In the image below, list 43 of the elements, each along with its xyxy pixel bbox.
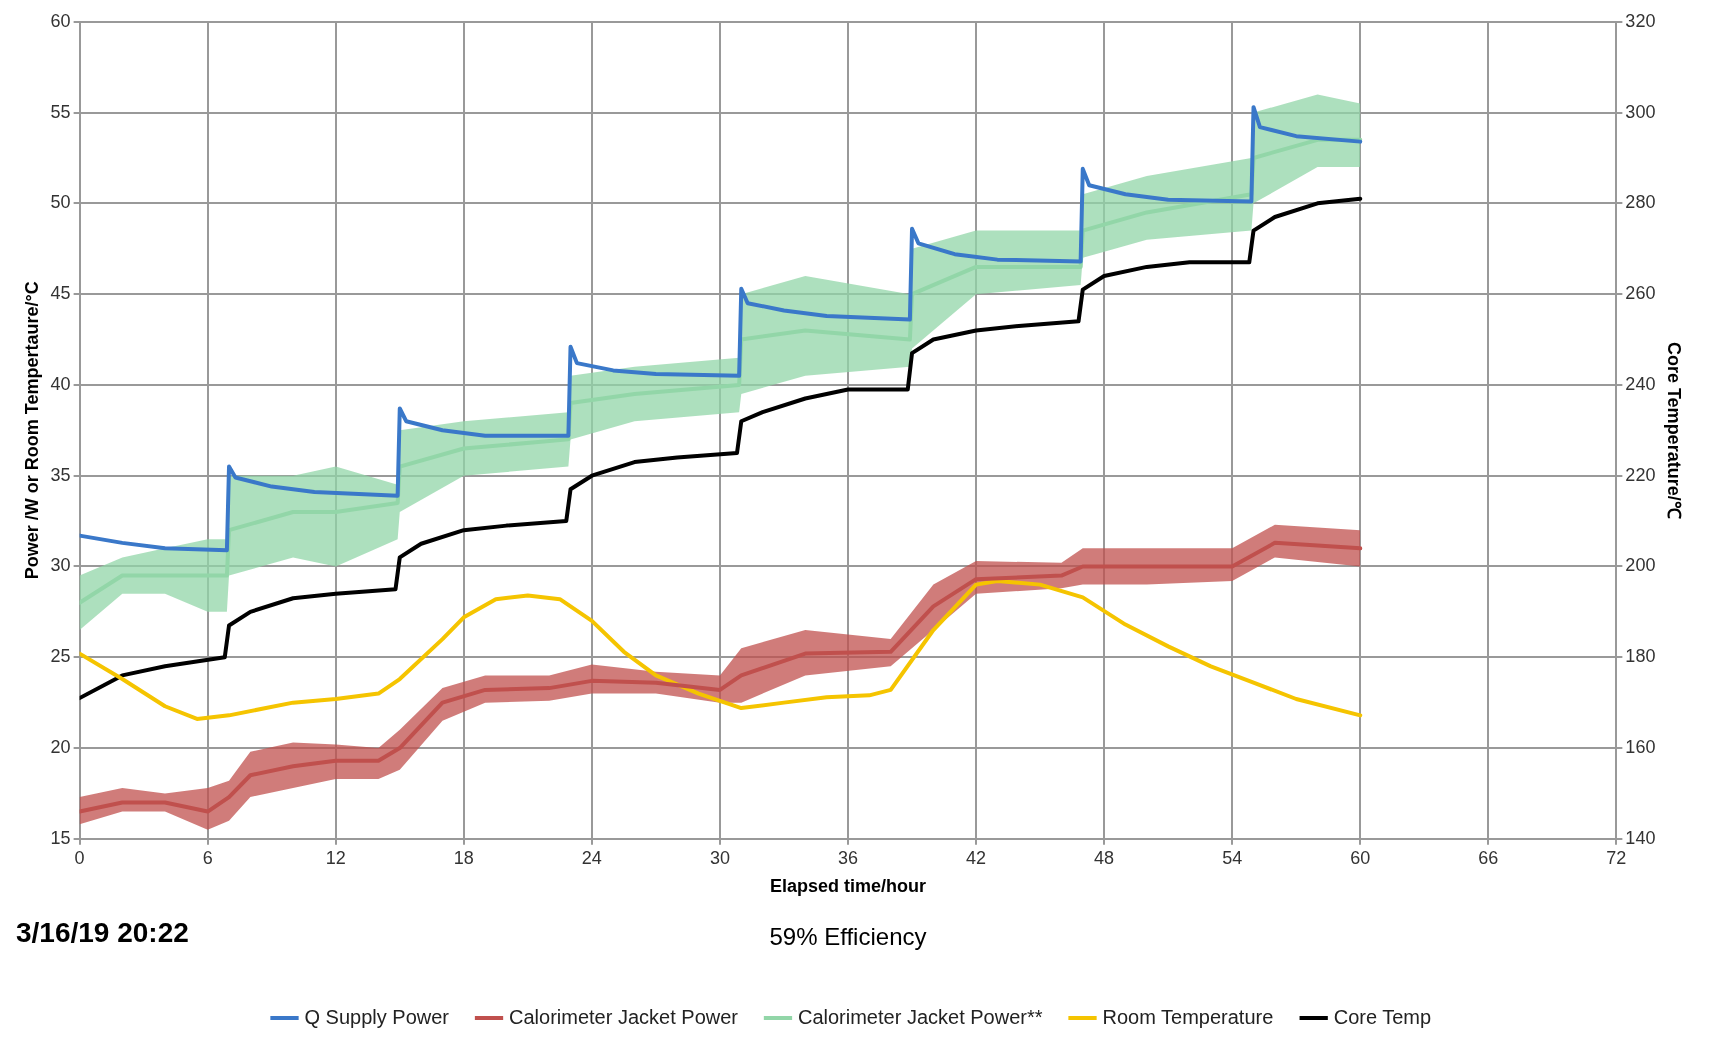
text: 3/16/19 20:22 [16, 916, 189, 948]
legend-label: Calorimeter Jacket Power** [797, 1005, 1043, 1028]
y2-tick-label: 300 [1625, 101, 1656, 122]
y-tick-label: 15 [50, 827, 71, 848]
y-tick-label: 40 [50, 373, 71, 394]
y-axis-title: Power /W or Room Tempertaure/°C [21, 281, 42, 580]
x-axis-title: Elapsed time/hour [769, 876, 927, 897]
legend-label: Q Supply Power [304, 1005, 450, 1028]
x-tick-label: 24 [581, 847, 602, 868]
y2-tick-label: 180 [1625, 646, 1656, 667]
x-tick-label: 54 [1222, 847, 1243, 868]
y2-tick-label: 200 [1625, 555, 1656, 576]
y2-axis-title: Core Temperature/℃ [1664, 341, 1685, 519]
y-tick-label: 55 [50, 101, 71, 122]
y2-tick-label: 140 [1625, 827, 1656, 848]
x-tick-label: 60 [1350, 847, 1371, 868]
x-tick-label: 30 [709, 847, 730, 868]
y2-tick-label: 240 [1625, 373, 1656, 394]
y2-tick-label: 320 [1625, 10, 1656, 31]
x-tick-label: 66 [1478, 847, 1499, 868]
x-tick-label: 0 [74, 847, 85, 868]
x-tick-label: 18 [453, 847, 474, 868]
text: 59% Efficiency [769, 922, 927, 950]
y-tick-label: 20 [50, 736, 71, 757]
x-tick-label: 72 [1606, 847, 1627, 868]
x-tick-label: 6 [202, 847, 213, 868]
legend-label: Calorimeter Jacket Power [509, 1005, 739, 1028]
y-tick-label: 45 [50, 283, 71, 304]
x-tick-label: 12 [325, 847, 346, 868]
x-tick-label: 36 [837, 847, 859, 868]
y2-tick-label: 220 [1625, 464, 1656, 485]
x-tick-label: 48 [1094, 847, 1115, 868]
y-tick-label: 35 [50, 464, 71, 485]
y-tick-label: 60 [50, 10, 71, 31]
y-tick-label: 30 [50, 555, 71, 576]
legend-label: Core Temp [1333, 1005, 1432, 1028]
y2-tick-label: 260 [1625, 283, 1656, 304]
y2-tick-label: 280 [1625, 192, 1656, 213]
y-tick-label: 25 [50, 646, 71, 667]
y2-tick-label: 160 [1625, 736, 1656, 757]
legend-label: Room Temperature [1102, 1005, 1274, 1028]
y-tick-label: 50 [50, 192, 71, 213]
x-tick-label: 42 [966, 847, 987, 868]
